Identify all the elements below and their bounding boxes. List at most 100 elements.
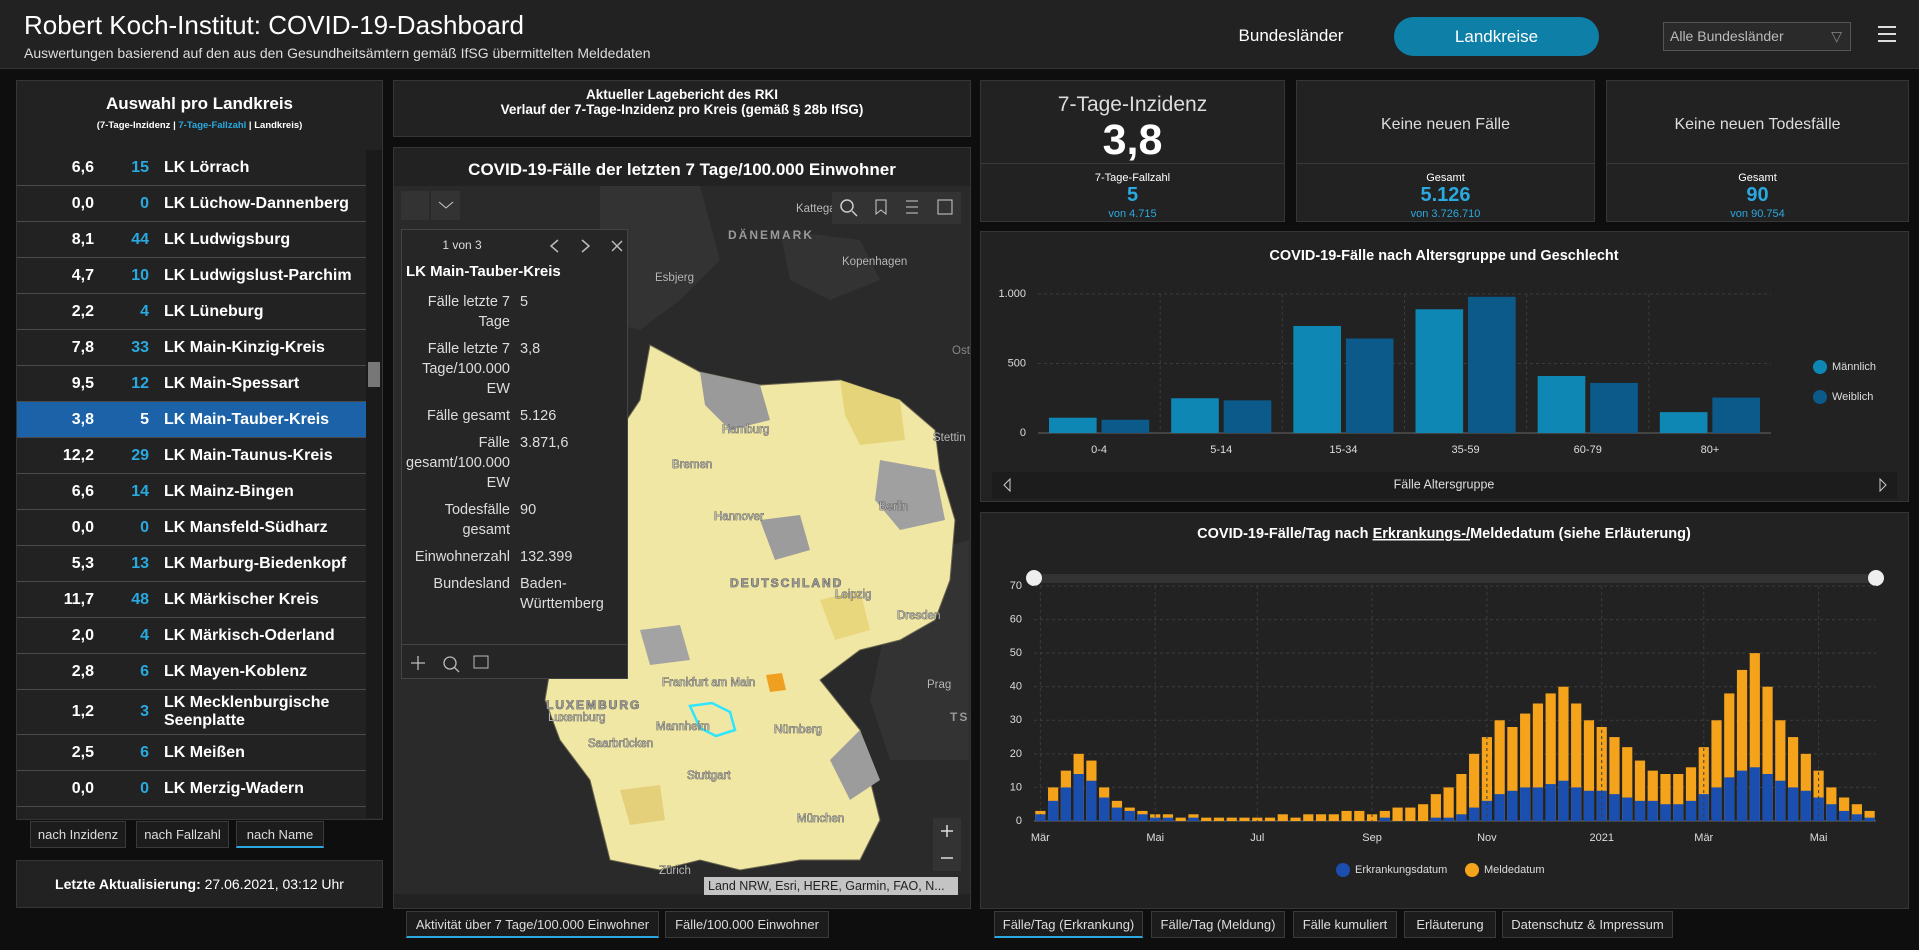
bar [1826,804,1837,821]
bar [1590,382,1638,433]
bar [1532,703,1544,821]
list-row[interactable]: 0,0 0 LK Merzig-Wadern [17,771,366,807]
case-count: 6 [140,662,149,680]
x-tick-label: 0-4 [1091,444,1107,456]
scrollbar[interactable] [366,150,382,818]
bar [1048,417,1097,433]
range-slider[interactable] [1034,574,1876,583]
incidence: 4,7 [71,266,94,284]
divider [1297,163,1594,164]
bar [1775,780,1786,821]
kpi-title: 7-Tage-Inzidenz [1057,93,1208,116]
popup-actions[interactable] [408,652,498,674]
bar [1345,338,1394,433]
incidence: 0,0 [71,779,94,797]
report-panel[interactable]: Aktueller Lagebericht des RKI Verlauf de… [393,80,971,137]
list-row[interactable]: 0,0 0 LK Lüchow-Dannenberg [17,186,366,222]
x-tick-label: Mär [1031,832,1050,844]
legend-swatch [1813,360,1827,374]
attribution: Land NRW, Esri, HERE, Garmin, FAO, N... [704,877,958,895]
list-row[interactable]: 11,7 48 LK Märkischer Kreis [17,582,366,618]
chart-tab[interactable]: Fälle kumuliert [1293,911,1397,938]
list-row[interactable]: 2,8 6 LK Mayen-Koblenz [17,654,366,690]
bar [1571,703,1582,821]
bar [1124,810,1135,821]
list-row[interactable]: 4,7 10 LK Ludwigslust-Parchim [17,258,366,294]
bar [1622,797,1633,821]
scroll-thumb[interactable] [368,362,380,387]
nav-button[interactable]: Landkreise [1394,17,1599,56]
district-name: LK Main-Tauber-Kreis [164,410,330,428]
list-row[interactable]: 2,0 4 LK Märkisch-Oderland [17,618,366,654]
y-tick-label: 40 [1010,681,1022,693]
popup-controls[interactable] [542,236,626,256]
chart-tab[interactable]: Fälle/Tag (Meldung) [1151,911,1285,938]
case-count: 10 [131,266,149,284]
sort-button[interactable]: nach Inzidenz [30,821,126,848]
menu-icon[interactable] [1876,24,1898,44]
field-value: Baden-Württemberg [520,576,604,612]
kpi-title: Keine neuen Fälle [1381,116,1510,133]
legend-swatch [1336,863,1350,877]
map-tab[interactable]: Fälle/100.000 Einwohner [665,911,829,938]
list-row[interactable]: 1,2 3 LK Mecklenburgische Seenplatte [17,690,366,735]
bar [1341,810,1352,821]
kpi-value: 3,8 [1102,116,1163,164]
list-icon [906,200,918,214]
map-tool[interactable] [401,191,429,220]
bar [1188,817,1199,821]
list-row[interactable]: 2,5 6 LK Meißen [17,735,366,771]
bar [1315,814,1327,821]
list-row[interactable]: 5,3 13 LK Marburg-Biedenkopf [17,546,366,582]
case-count: 14 [131,482,149,500]
list-row[interactable]: 6,6 15 LK Lörrach [17,150,366,186]
list-row[interactable]: 0,0 0 LK Mansfeld-Südharz [17,510,366,546]
bar [1711,787,1722,821]
bar [1252,817,1263,821]
bar [1800,753,1811,821]
case-count: 12 [131,374,149,392]
nav-button[interactable]: Bundesländer [1238,26,1344,45]
map-title: COVID-19-Fälle der letzten 7 Tage/100.00… [468,160,896,179]
update-value: 27.06.2021, 03:12 Uhr [204,876,344,892]
chart-tab[interactable]: Fälle/Tag (Erkrankung) [994,911,1143,938]
list-row[interactable]: 9,5 12 LK Main-Spessart [17,366,366,402]
bar [1711,720,1722,821]
map-labels: Kattegat DÄNEMARK Esbjerg Kopenhagen Ostse Ha… [546,203,970,878]
dropdown[interactable]: Alle Bundesländer ▽ [1663,22,1851,51]
bar [1749,653,1760,821]
legend-swatch [1465,863,1479,877]
list-row[interactable]: 2,2 4 LK Lüneburg [17,294,366,330]
bar [1583,720,1595,821]
list-row[interactable]: 8,1 44 LK Ludwigsburg [17,222,366,258]
district-name: LK Märkisch-Oderland [164,626,335,644]
bar [1520,787,1531,821]
kpi-sub-label: Gesamt [1738,172,1777,184]
map-label: Mannheim [656,721,710,733]
list-row[interactable]: 7,8 33 LK Main-Kinzig-Kreis [17,330,366,366]
map-tool[interactable] [431,191,460,220]
bar [1456,774,1467,821]
map-tab[interactable]: Aktivität über 7 Tage/100.000 Einwohner [406,911,659,938]
kpi-sub-value: 5 [1126,184,1139,206]
sort-button[interactable]: nach Fallzahl [136,821,229,848]
nav-arrows[interactable] [1003,477,1887,493]
bar [1724,777,1735,821]
chart-tab[interactable]: Datenschutz & Impressum [1502,911,1673,938]
map-label: Hannover [714,511,764,523]
slider-handle[interactable] [1868,570,1884,586]
list-row[interactable]: 12,2 29 LK Main-Taunus-Kreis [17,438,366,474]
bar [1622,747,1633,821]
list-row[interactable]: 3,8 5 LK Main-Tauber-Kreis [17,402,366,438]
y-tick-label: 0 [1020,427,1026,439]
kpi-sub-value: 90 [1746,184,1769,206]
bar [1673,774,1684,821]
map-toolbar[interactable] [832,192,961,224]
sort-button[interactable]: nach Name [236,821,324,848]
chart-tab[interactable]: Erläuterung [1404,911,1496,938]
bar [1430,817,1441,821]
incidence: 3,8 [71,410,94,428]
list-row[interactable]: 6,6 14 LK Mainz-Bingen [17,474,366,510]
slider-handle[interactable] [1026,570,1042,586]
region-gray [830,730,880,800]
